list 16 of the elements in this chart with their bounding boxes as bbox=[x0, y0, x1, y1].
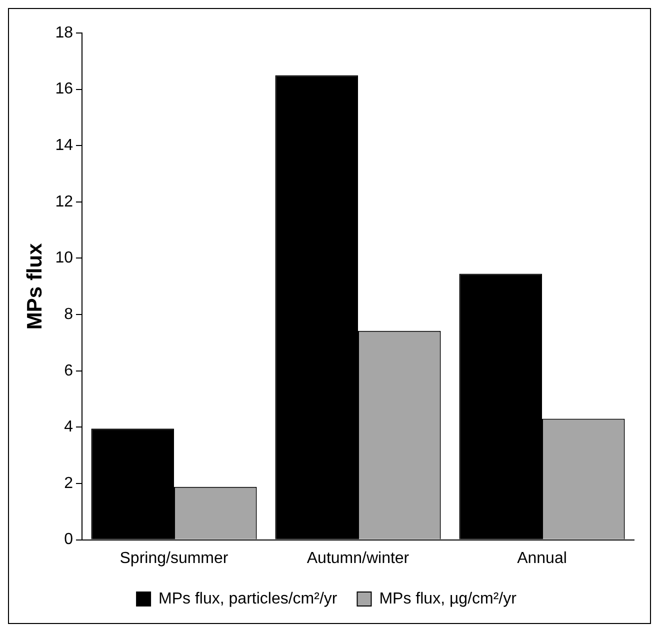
y-tick-label: 10 bbox=[55, 250, 74, 267]
x-tick-label: Autumn/winter bbox=[306, 550, 410, 567]
y-tick-label: 0 bbox=[64, 531, 74, 548]
y-tick-label: 12 bbox=[55, 193, 74, 210]
y-axis-title: MPs flux bbox=[23, 242, 46, 330]
y-tick-label: 6 bbox=[64, 362, 74, 380]
legend-label: MPs flux, µg/cm²/yr bbox=[379, 590, 518, 608]
x-tick-label: Annual bbox=[517, 550, 567, 567]
y-tick-label: 4 bbox=[64, 418, 74, 436]
legend-label: MPs flux, particles/cm²/yr bbox=[158, 590, 338, 608]
y-tick-label: 18 bbox=[55, 24, 74, 42]
y-tick-label: 16 bbox=[55, 80, 74, 98]
x-tick-label: Spring/summer bbox=[120, 550, 229, 567]
y-tick-label: 14 bbox=[55, 137, 74, 154]
y-tick-label: 2 bbox=[64, 474, 74, 492]
y-tick-label: 8 bbox=[64, 306, 74, 323]
